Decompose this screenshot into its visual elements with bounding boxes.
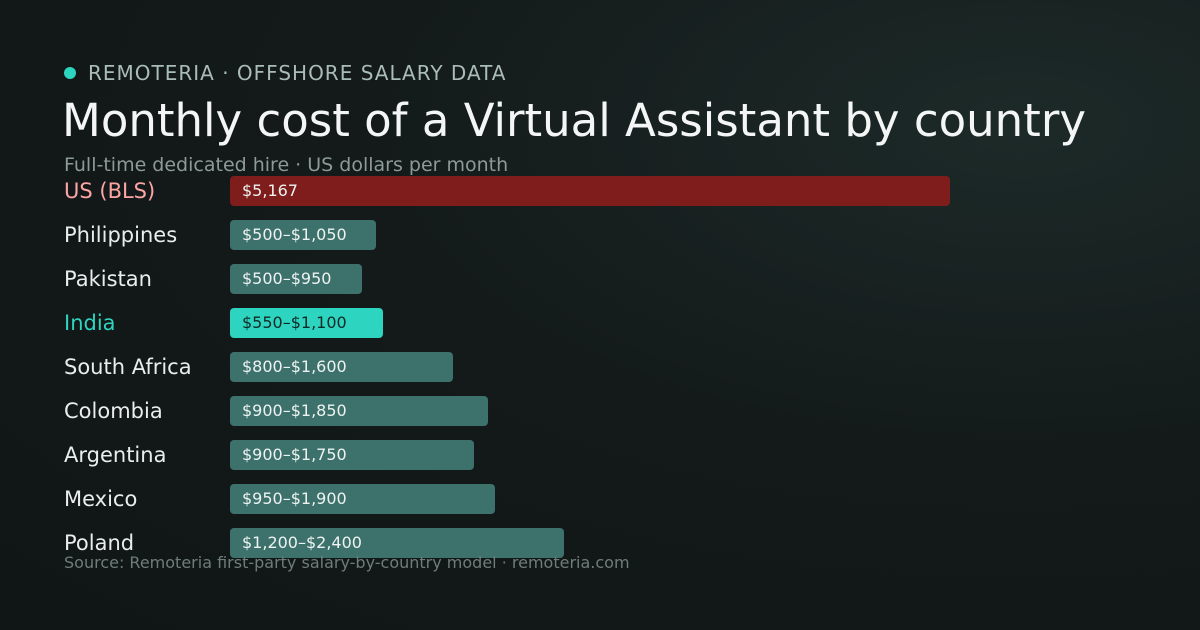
country-label-poland: Poland [64, 531, 135, 555]
country-label-argentina: Argentina [64, 443, 167, 467]
bar-philippines: $500–$1,050 [230, 220, 376, 250]
chart-title: Monthly cost of a Virtual Assistant by c… [62, 94, 1086, 147]
bar-mexico: $950–$1,900 [230, 484, 495, 514]
bar-south-africa: $800–$1,600 [230, 352, 453, 382]
bar-pakistan: $500–$950 [230, 264, 362, 294]
chart-subtitle: Full-time dedicated hire · US dollars pe… [64, 154, 509, 176]
brand-header: REMOTERIA · OFFSHORE SALARY DATA [64, 60, 506, 86]
bar-colombia: $900–$1,850 [230, 396, 488, 426]
country-label-india: India [64, 311, 116, 335]
country-label-mexico: Mexico [64, 487, 138, 511]
bar-argentina: $900–$1,750 [230, 440, 474, 470]
bar-india: $550–$1,100 [230, 308, 383, 338]
country-label-us-bls: US (BLS) [64, 179, 156, 203]
brand-text: REMOTERIA · OFFSHORE SALARY DATA [88, 61, 507, 85]
source-note: Source: Remoteria first-party salary-by-… [64, 553, 630, 572]
country-label-colombia: Colombia [64, 399, 163, 423]
country-label-pakistan: Pakistan [64, 267, 152, 291]
bar-poland: $1,200–$2,400 [230, 528, 564, 558]
country-label-philippines: Philippines [64, 223, 178, 247]
country-label-south-africa: South Africa [64, 355, 192, 379]
bar-us-bls: $5,167 [230, 176, 950, 206]
brand-dot-icon [64, 67, 76, 79]
